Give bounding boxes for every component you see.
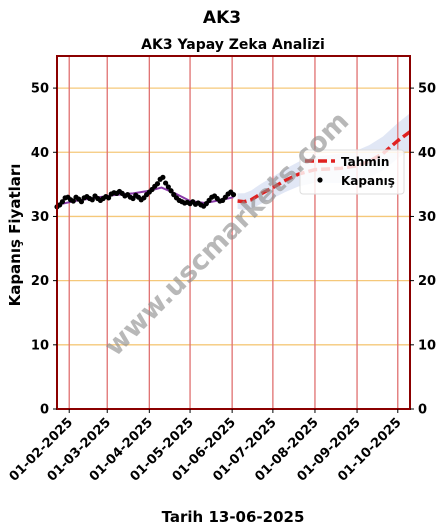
legend-close-label: Kapanış [341,174,395,188]
close-point [230,192,237,198]
y-axis-right-ticks: 0 10 20 30 40 50 [410,82,436,418]
close-point [89,197,95,203]
close-point [163,180,169,186]
y-tick-label: 40 [31,146,49,161]
y-tick-label: 50 [31,82,49,97]
x-axis-label: Tarih 13-06-2025 [162,508,305,526]
y-axis-left-ticks: 0 10 20 30 40 50 [31,82,57,418]
close-point [78,199,85,205]
y-tick-label-right: 0 [418,403,427,418]
close-point [59,199,66,205]
close-point [165,184,171,190]
close-point [70,198,76,204]
plot-area [57,56,410,409]
plot-background [57,56,410,409]
y-tick-label-right: 40 [418,146,436,161]
y-tick-label: 30 [31,210,49,225]
legend-forecast-label: Tahmin [341,155,389,169]
close-point [168,188,174,194]
y-tick-label: 20 [31,274,49,289]
close-point [160,174,166,180]
y-tick-label: 0 [40,403,49,418]
close-point [154,181,161,187]
x-axis-ticks: 01-02-202501-03-202501-04-202501-05-2025… [7,409,405,485]
plot-border [56,55,411,410]
legend: Tahmin Kapanış [299,149,405,195]
y-tick-label-right: 10 [418,338,436,353]
plot-frame [56,55,411,410]
chart-title: AK3 Yapay Zeka Analizi [141,37,325,53]
y-tick-label: 10 [31,338,49,353]
legend-close-swatch [317,177,323,183]
y-tick-label-right: 20 [418,274,436,289]
close-point [105,195,112,201]
figure-title: AK3 [203,8,241,28]
grid-lines [57,56,410,410]
y-tick-label-right: 30 [418,210,436,225]
y-axis-label: Kapanış Fiyatları [6,164,24,307]
y-tick-label-right: 50 [418,82,436,97]
